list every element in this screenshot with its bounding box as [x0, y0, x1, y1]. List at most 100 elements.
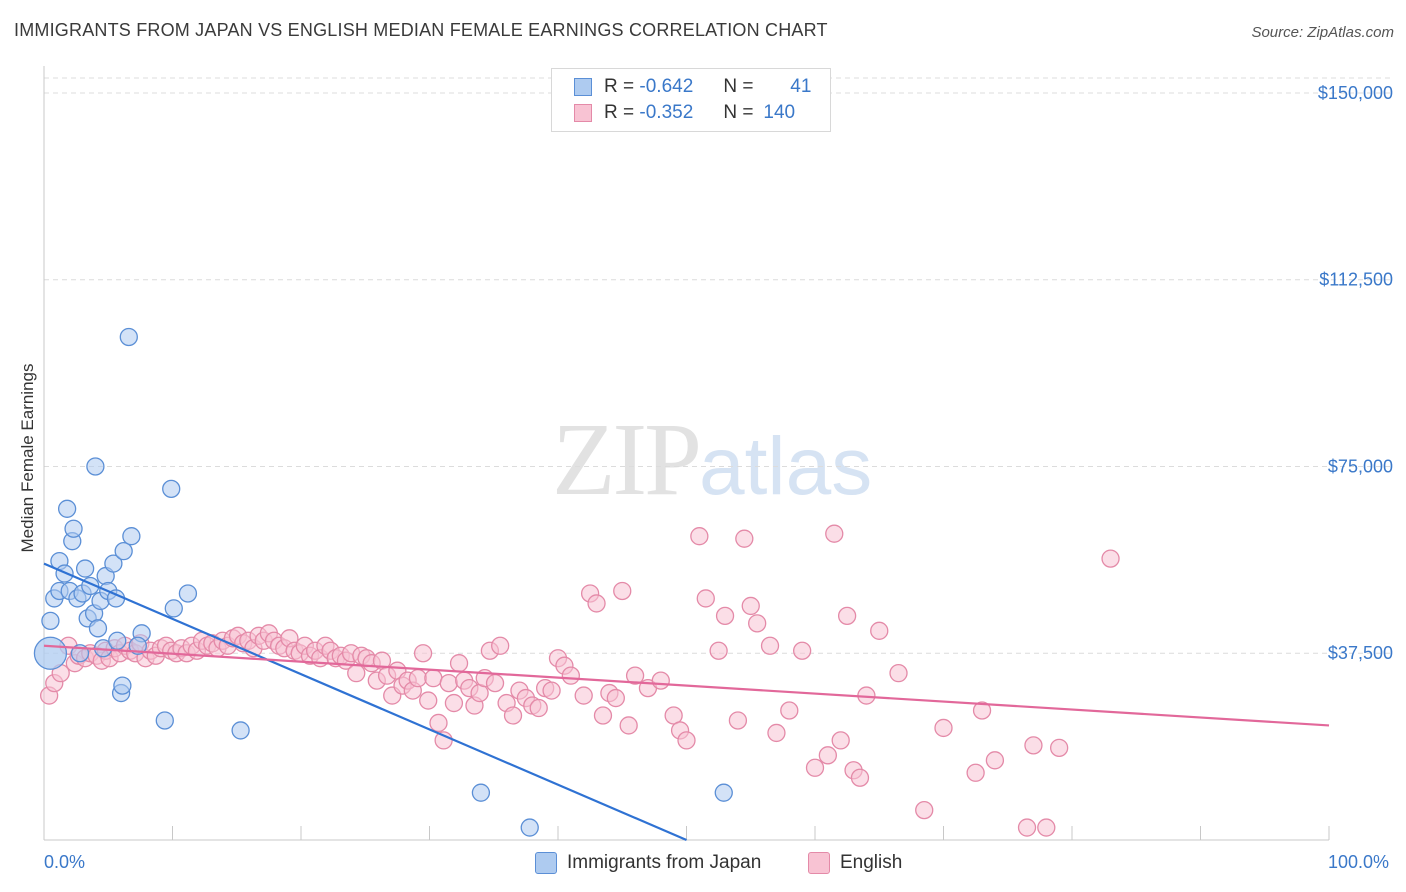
legend-swatch-english [574, 104, 592, 122]
english-point [889, 664, 908, 683]
english-point [690, 527, 709, 546]
english-point [1024, 736, 1043, 755]
english-point [837, 606, 857, 626]
y-tick-label: $37,500 [1328, 643, 1393, 663]
english-point [625, 666, 645, 685]
x-tick-label-min: 0.0% [44, 852, 86, 872]
legend-swatch-japan [574, 78, 592, 96]
english-point [503, 706, 523, 725]
english-point [439, 673, 458, 693]
english-point [419, 691, 438, 710]
y-axis-label: Median Female Earnings [18, 363, 37, 553]
watermark-zip: ZIP [552, 402, 702, 517]
legend-r-label: R = [604, 102, 635, 123]
japan-point [57, 499, 77, 518]
legend-swatch-english [808, 852, 830, 874]
y-tick-label: $150,000 [1318, 83, 1393, 103]
japan-point [33, 636, 68, 670]
japan-point [714, 783, 733, 802]
japan-point [162, 479, 181, 499]
japan-point [122, 527, 141, 546]
english-point [561, 666, 580, 685]
english-point [728, 711, 748, 730]
correlation-legend: R = -0.642 N = 41 R = -0.352 N = 140 [551, 68, 831, 132]
legend-n-value: 140 [763, 102, 796, 123]
english-point [529, 698, 548, 718]
english-point [715, 606, 735, 626]
english-point [748, 614, 767, 633]
y-tick-label: $75,000 [1328, 456, 1393, 476]
japan-point [471, 783, 491, 802]
legend-swatch-japan [535, 852, 557, 874]
english-point [485, 673, 505, 693]
english-point [870, 621, 889, 640]
english-point [1050, 738, 1069, 758]
english-trend-line [43, 644, 1330, 727]
japan-point [88, 619, 108, 638]
source-label: Source: ZipAtlas.com [1251, 24, 1394, 41]
legend-item-english[interactable]: English [808, 850, 902, 876]
legend-n-label: N = [723, 102, 754, 123]
grid-lines [44, 77, 1394, 654]
legend-label-english: English [840, 852, 903, 873]
english-point [760, 636, 780, 655]
english-point [347, 664, 366, 683]
japan-trend-line [43, 562, 687, 842]
japan-points [33, 327, 733, 837]
legend-label-japan: Immigrants from Japan [567, 852, 762, 873]
english-point [587, 594, 606, 613]
english-point [574, 686, 593, 705]
english-point [696, 589, 715, 608]
english-point [850, 768, 870, 787]
japan-point [164, 599, 183, 618]
english-point [491, 636, 510, 655]
english-point [449, 654, 469, 673]
english-point [735, 529, 754, 548]
x-tick-label-max: 100.0% [1328, 852, 1390, 872]
english-points [39, 524, 1120, 837]
english-point [1017, 818, 1037, 837]
japan-point [119, 327, 138, 347]
legend-r-value: -0.642 [639, 76, 694, 97]
japan-point [520, 818, 539, 837]
tick-labels: $37,500 $75,000 $112,500 $150,000 [1318, 83, 1393, 663]
english-point [934, 718, 953, 738]
english-point [593, 706, 613, 725]
japan-point [128, 636, 147, 655]
english-point [444, 693, 464, 713]
watermark: ZIPatlas [552, 400, 872, 519]
y-tick-label: $112,500 [1319, 270, 1393, 290]
english-point [985, 751, 1005, 770]
english-point [619, 716, 638, 735]
chart-title: IMMIGRANTS FROM JAPAN VS ENGLISH MEDIAN … [14, 20, 828, 40]
english-point [606, 688, 625, 708]
legend-r-value: -0.352 [639, 102, 694, 123]
japan-point [231, 721, 250, 740]
english-point [542, 681, 561, 700]
english-point [408, 668, 428, 688]
english-point [434, 731, 453, 750]
legend-row-english: R = -0.352 N = 140 [574, 101, 799, 125]
japan-point [75, 559, 95, 578]
legend-n-value: 41 [790, 76, 812, 97]
english-point [805, 758, 825, 777]
english-point [424, 668, 443, 688]
japan-point [178, 584, 198, 603]
english-point [709, 641, 728, 660]
japan-point [155, 711, 174, 730]
legend-row-japan: R = -0.642 N = 41 [574, 75, 811, 99]
english-point [915, 800, 934, 820]
japan-point [108, 631, 127, 650]
english-point [429, 713, 448, 733]
legend-item-japan[interactable]: Immigrants from Japan [535, 850, 761, 876]
english-point [1037, 818, 1056, 837]
japan-point [114, 541, 133, 561]
english-point [831, 731, 850, 750]
english-point [793, 641, 812, 660]
trend-lines [43, 562, 1330, 842]
japan-point [104, 554, 123, 573]
japan-point [86, 457, 105, 476]
english-point [825, 524, 844, 543]
english-point [613, 581, 632, 601]
